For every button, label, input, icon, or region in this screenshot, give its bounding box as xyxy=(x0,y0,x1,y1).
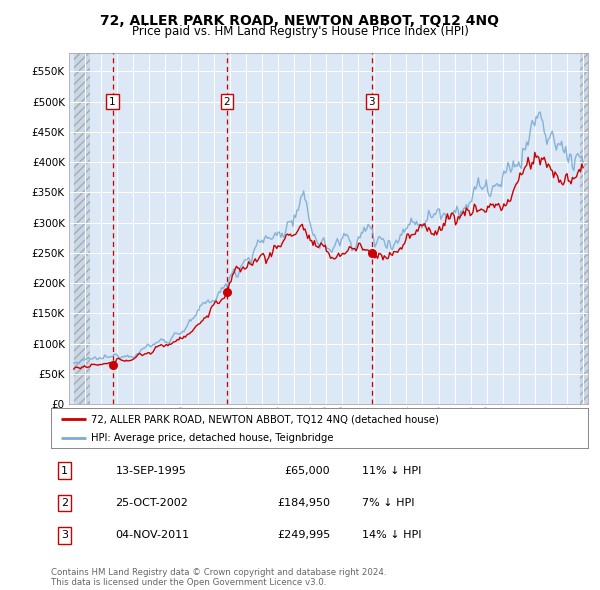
Text: 72, ALLER PARK ROAD, NEWTON ABBOT, TQ12 4NQ (detached house): 72, ALLER PARK ROAD, NEWTON ABBOT, TQ12 … xyxy=(91,414,439,424)
Text: 14% ↓ HPI: 14% ↓ HPI xyxy=(362,530,422,540)
Text: Price paid vs. HM Land Registry's House Price Index (HPI): Price paid vs. HM Land Registry's House … xyxy=(131,25,469,38)
Text: 1: 1 xyxy=(109,97,116,107)
Text: £184,950: £184,950 xyxy=(277,498,330,508)
Text: 3: 3 xyxy=(61,530,68,540)
Bar xyxy=(74,53,90,404)
Text: 25-OCT-2002: 25-OCT-2002 xyxy=(115,498,188,508)
Text: 72, ALLER PARK ROAD, NEWTON ABBOT, TQ12 4NQ: 72, ALLER PARK ROAD, NEWTON ABBOT, TQ12 … xyxy=(101,14,499,28)
Text: 2: 2 xyxy=(223,97,230,107)
Text: 11% ↓ HPI: 11% ↓ HPI xyxy=(362,466,422,476)
Text: £65,000: £65,000 xyxy=(284,466,330,476)
Text: Contains HM Land Registry data © Crown copyright and database right 2024.
This d: Contains HM Land Registry data © Crown c… xyxy=(51,568,386,587)
Bar xyxy=(580,53,588,404)
Text: 13-SEP-1995: 13-SEP-1995 xyxy=(115,466,187,476)
Text: HPI: Average price, detached house, Teignbridge: HPI: Average price, detached house, Teig… xyxy=(91,432,334,442)
Text: 04-NOV-2011: 04-NOV-2011 xyxy=(115,530,190,540)
Text: 3: 3 xyxy=(368,97,375,107)
Text: £249,995: £249,995 xyxy=(277,530,330,540)
Text: 2: 2 xyxy=(61,498,68,508)
Text: 7% ↓ HPI: 7% ↓ HPI xyxy=(362,498,415,508)
Text: 1: 1 xyxy=(61,466,68,476)
